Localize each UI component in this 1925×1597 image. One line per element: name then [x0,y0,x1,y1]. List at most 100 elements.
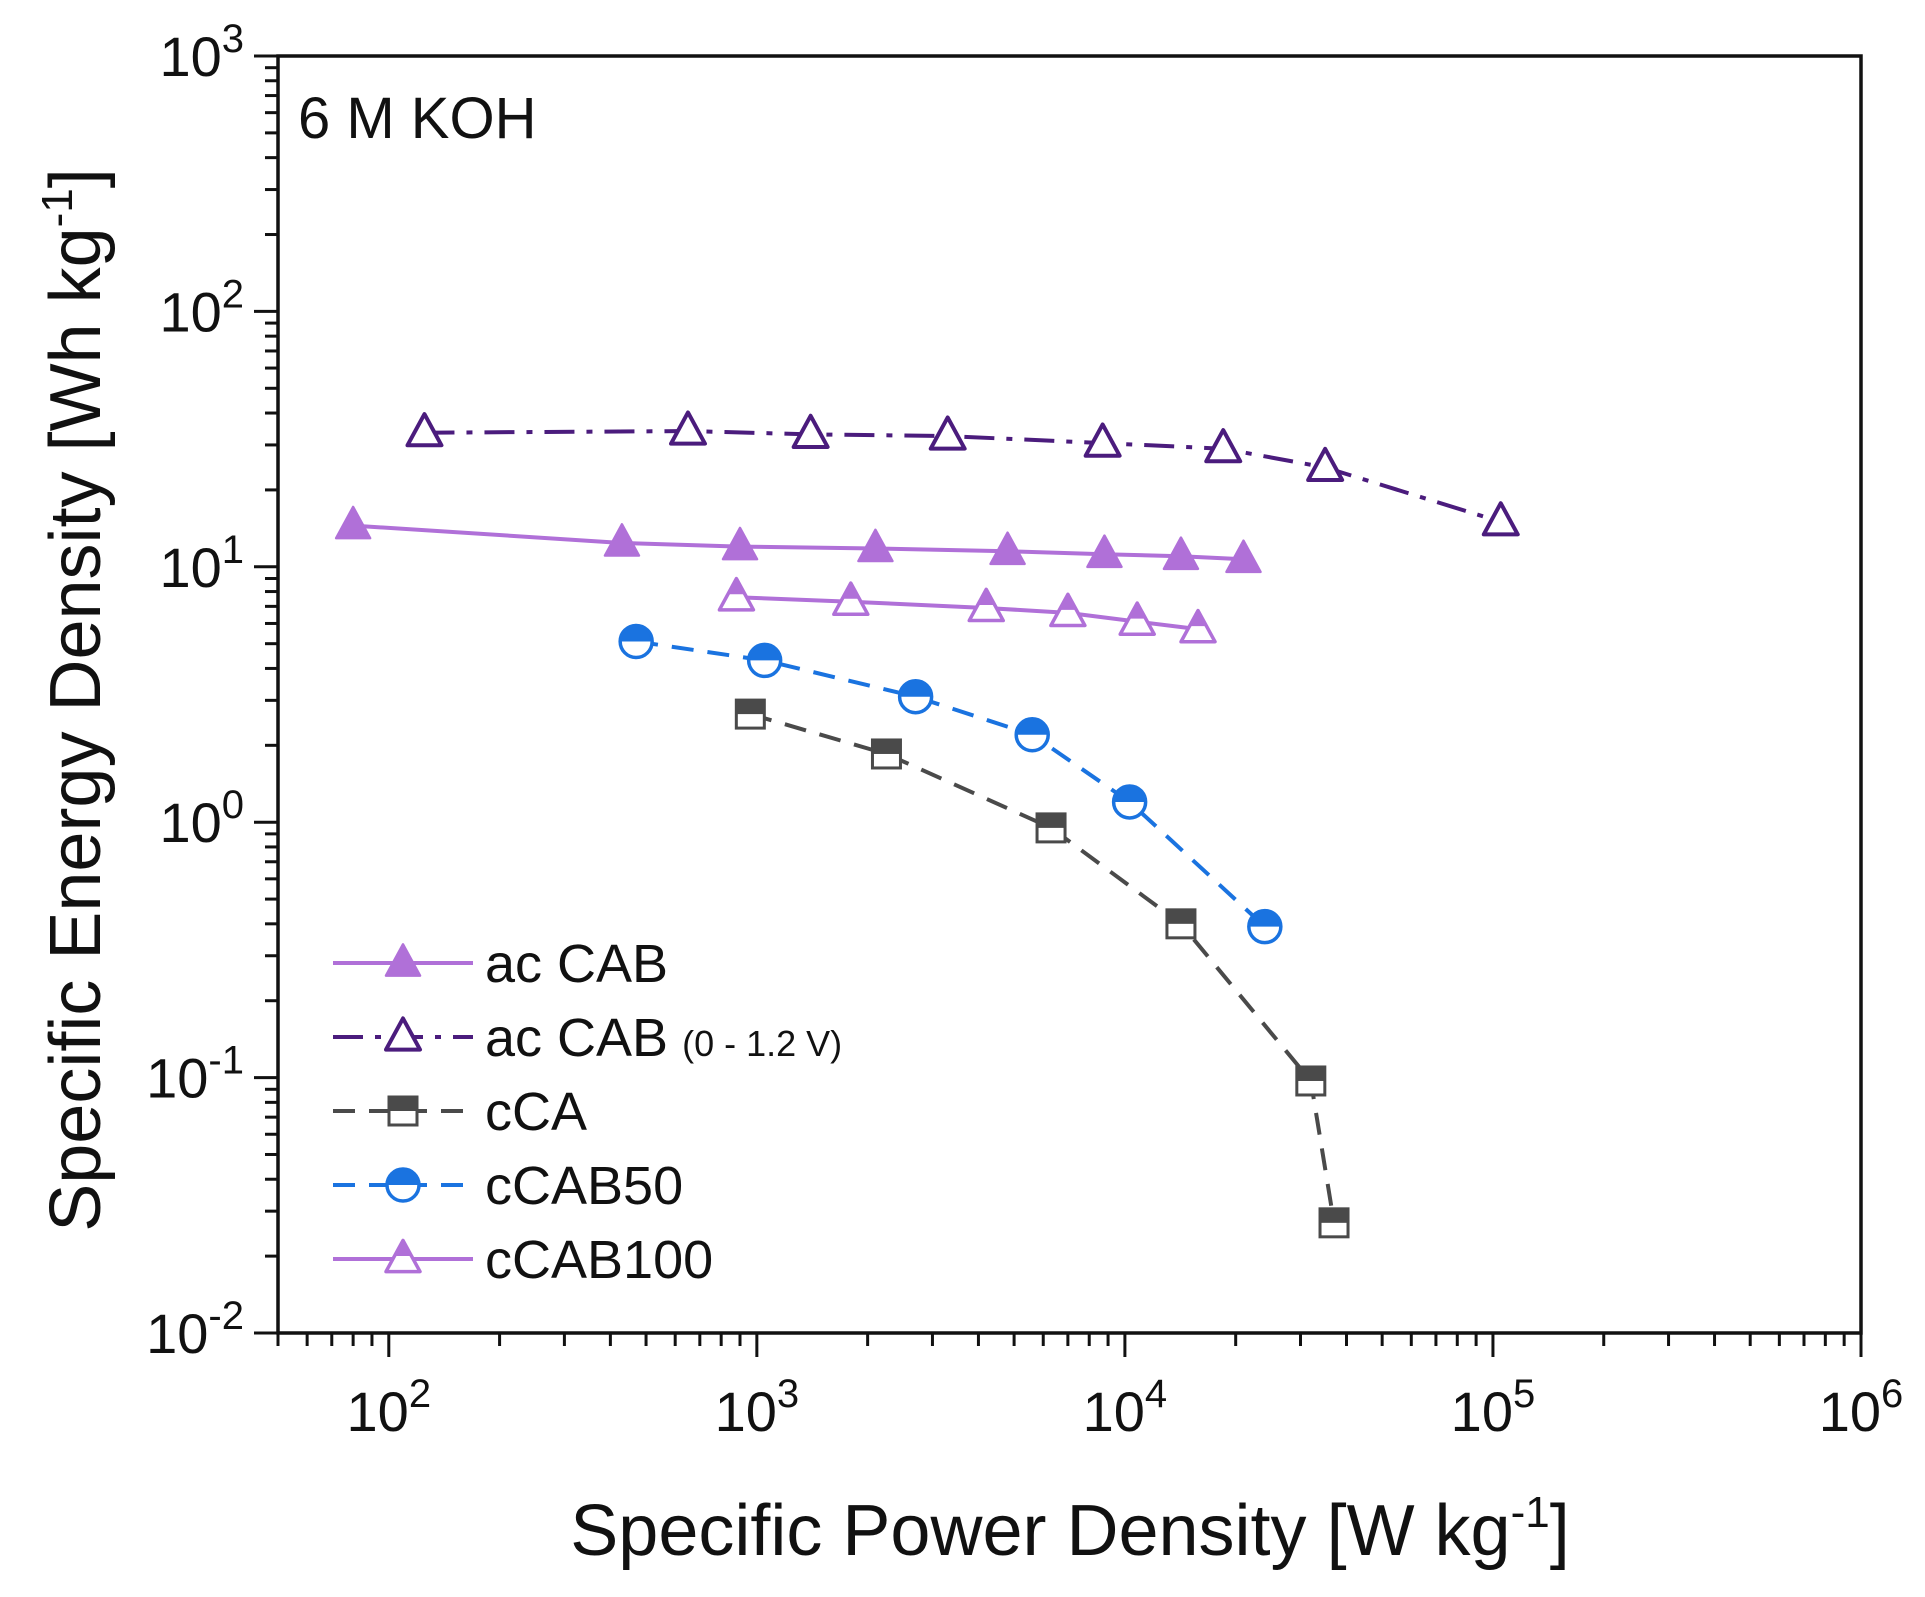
legend-marker [384,1016,422,1052]
legend-item: ac CAB [333,934,668,994]
x-tick-exp: 6 [1881,1372,1903,1416]
data-point [1318,1207,1350,1239]
y-axis-title-sup: -1 [33,188,82,227]
data-point [1083,422,1122,458]
legend-item: ac CAB (0 - 1.2 V) [333,1008,842,1068]
x-tick-label: 106 [1819,1372,1904,1443]
y-tick-label: 10-1 [146,1039,244,1110]
series-line [352,523,1244,562]
x-tick-base: 10 [715,1380,777,1443]
data-point [1204,428,1243,464]
x-axis-title: Specific Power Density [W kg-1] [570,1488,1569,1571]
y-tick-base: 10 [159,791,221,854]
data-point [1165,908,1197,940]
legend-marker [384,943,422,977]
x-tick-exp: 3 [777,1372,799,1416]
legend-item: cCAB100 [333,1230,713,1290]
data-point [1049,592,1087,628]
data-point [1086,534,1123,569]
data-point [334,505,372,540]
series-2 [405,410,1520,537]
data-point [791,413,830,449]
y-tick-base: 10 [159,25,221,88]
data-point [1162,536,1200,571]
y-tick-exp: 1 [222,528,244,572]
y-tick-base: 10 [159,536,221,599]
legend-marker [384,1238,422,1274]
y-tick-label: 102 [159,272,244,343]
legend-label: cCAB50 [485,1156,683,1216]
legend-marker [385,1167,421,1203]
data-point [1014,716,1050,753]
y-tick-exp: 2 [222,272,244,316]
data-point [618,623,654,660]
legend-label: cCAB100 [485,1230,713,1290]
x-axis-title-sup: -1 [1511,1488,1550,1537]
y-tick-base: 10 [146,1047,208,1110]
data-point [1481,501,1520,537]
y-tick-base: 10 [159,280,221,343]
y-tick-exp: 3 [222,17,244,61]
x-tick-label: 104 [1083,1372,1168,1443]
legend-name: cCA [485,1082,587,1142]
data-point [1035,812,1067,844]
legend-label: ac CAB (0 - 1.2 V) [485,1008,842,1068]
x-tick-base: 10 [1819,1380,1881,1443]
series-4 [618,623,1283,945]
data-point [721,526,759,561]
legend-name: cCAB50 [485,1156,683,1216]
series-3 [734,698,1350,1239]
data-point [668,410,707,446]
data-point [1179,608,1217,644]
y-tick-label: 101 [159,528,244,599]
x-tick-base: 10 [347,1380,409,1443]
y-tick-base: 10 [146,1302,208,1365]
x-tick-exp: 4 [1145,1372,1167,1416]
legend-name: ac CAB [485,1008,668,1068]
x-tick-label: 105 [1451,1372,1536,1443]
y-tick-exp: 0 [222,783,244,827]
data-point [1118,601,1156,636]
data-point [1306,446,1345,483]
y-axis-title: Specific Energy Density [Wh kg-1] [33,168,116,1232]
data-point [1225,539,1262,574]
legend-name: cCAB100 [485,1230,713,1290]
data-point [989,531,1026,566]
data-point [967,587,1005,623]
legend-suffix: (0 - 1.2 V) [682,1023,842,1064]
data-point [734,698,766,730]
data-point [897,678,934,715]
legend-name: ac CAB [485,934,668,994]
series-line [424,429,1502,524]
data-point [1295,1065,1327,1097]
data-point [717,576,756,612]
data-point [1111,784,1148,820]
data-point [832,581,870,617]
data-point [405,412,444,448]
legend-item: cCAB50 [333,1156,683,1216]
data-point [928,415,967,451]
data-point [870,738,902,770]
data-point [857,528,894,563]
series-line [749,712,1336,1224]
x-axis-title-end: ] [1550,1491,1570,1571]
series-1 [334,505,1262,574]
data-point [746,642,783,679]
data-point [603,523,641,557]
x-tick-label: 102 [347,1372,432,1443]
y-tick-label: 100 [159,783,244,854]
legend-label: ac CAB [485,934,668,994]
y-axis-title-end: ] [36,168,116,188]
x-tick-base: 10 [1083,1380,1145,1443]
y-tick-exp: -2 [208,1294,244,1338]
y-tick-label: 103 [159,17,244,88]
series-line [635,639,1267,929]
x-axis-title-text: Specific Power Density [W kg [570,1491,1510,1571]
series-5 [717,576,1217,644]
legend-marker [387,1095,419,1127]
annotation: 6 M KOH [298,86,537,151]
x-tick-exp: 5 [1513,1372,1535,1416]
y-tick-exp: -1 [208,1039,244,1083]
